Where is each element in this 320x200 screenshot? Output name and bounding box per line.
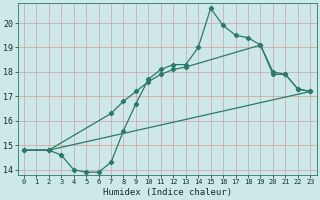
X-axis label: Humidex (Indice chaleur): Humidex (Indice chaleur) xyxy=(103,188,232,197)
